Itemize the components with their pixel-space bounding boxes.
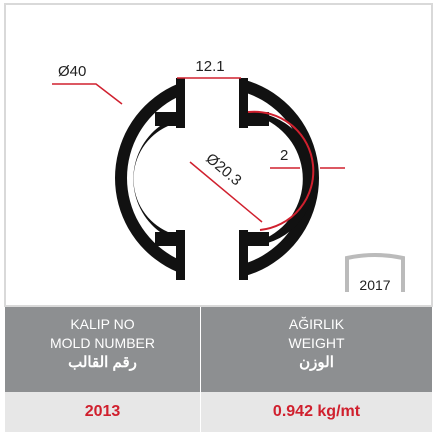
header-text: الوزن: [299, 354, 334, 371]
dim-wall: 2: [280, 147, 288, 164]
header-text: KALIP NO: [70, 316, 135, 332]
value-cell: 0.942 kg/mt: [201, 392, 432, 432]
profile: [115, 66, 320, 292]
drawing: Ø40 12.1 Ø20.3 2 2017: [4, 3, 433, 307]
header-text: MOLD NUMBER: [49, 335, 155, 351]
value-cell: 2013: [5, 392, 200, 432]
badge: 2017: [359, 277, 390, 293]
header-cell: KALIP NO MOLD NUMBER رقم القالب: [5, 307, 200, 392]
dimension-lines: [52, 77, 345, 231]
header-text: AĞIRLIK: [288, 316, 345, 332]
header-text: رقم القالب: [68, 354, 137, 371]
badge-frame: [345, 253, 405, 292]
dim-slot: 12.1: [195, 58, 224, 75]
header-text: WEIGHT: [288, 335, 345, 351]
header-cell: AĞIRLIK WEIGHT الوزن: [201, 307, 432, 392]
dim-outer: Ø40: [58, 63, 86, 80]
